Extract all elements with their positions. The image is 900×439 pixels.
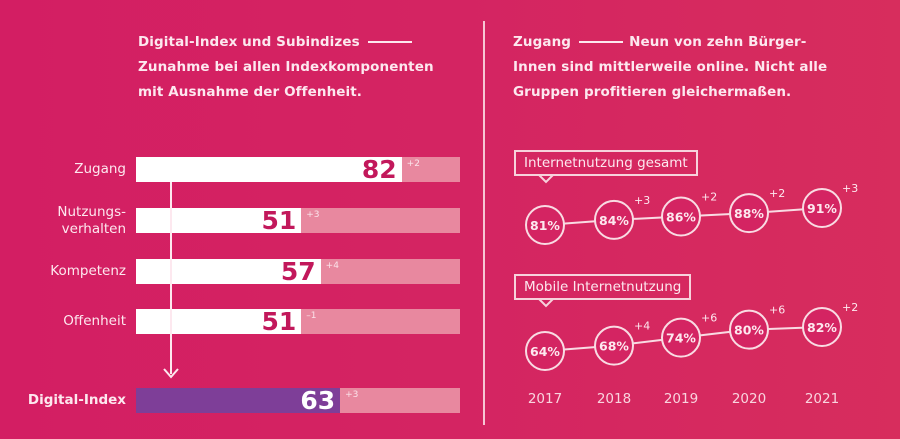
bar-label: Digital-Index <box>28 392 126 409</box>
data-point <box>661 317 701 358</box>
right-heading-line3: Gruppen profitieren gleichermaßen. <box>513 84 792 100</box>
panel-divider <box>483 21 485 425</box>
change-label: +6 <box>701 312 717 325</box>
bar-change-label: +2 <box>406 159 420 169</box>
series-callout: Internetnutzung gesamt <box>514 150 698 176</box>
callout-pointer <box>538 298 554 308</box>
year-tick-label: 2020 <box>731 391 767 407</box>
left-heading: Digital-Index und Subindizes Zunahme bei… <box>138 30 458 105</box>
bar-label: Nutzungs-verhalten <box>57 204 126 238</box>
change-label: +6 <box>769 304 785 317</box>
data-point <box>594 325 634 366</box>
bar-fill <box>136 309 302 334</box>
bar-change-label: +4 <box>325 261 339 271</box>
data-point <box>729 193 769 234</box>
bar-label-line: Kompetenz <box>50 263 126 279</box>
data-point <box>802 188 842 228</box>
year-tick-label: 2017 <box>527 391 563 407</box>
bar-value-label: 51 <box>261 307 297 336</box>
bar-label-line: verhalten <box>61 220 126 237</box>
data-point-label: 82% <box>807 320 837 335</box>
left-heading-title: Digital-Index und Subindizes <box>138 34 360 50</box>
data-point <box>802 307 842 347</box>
bar-fill <box>136 208 302 233</box>
bar-fill <box>136 259 321 284</box>
bar-value-label: 57 <box>280 257 316 286</box>
right-heading-title: Zugang <box>513 34 572 50</box>
bar-label: Zugang <box>74 161 126 178</box>
year-tick-label: 2021 <box>804 391 840 407</box>
year-tick-label: 2019 <box>663 391 699 407</box>
bar-change-label: –1 <box>306 311 317 321</box>
data-point-label: 86% <box>666 210 696 225</box>
data-point-label: 81% <box>530 218 560 233</box>
change-label: +3 <box>634 194 650 207</box>
heading-dash <box>579 41 624 43</box>
change-label: +2 <box>842 301 858 314</box>
bar-label-line: Digital-Index <box>27 392 126 408</box>
data-point-label: 91% <box>807 201 837 216</box>
heading-dash <box>367 41 412 43</box>
bar-track: 82 +2 <box>136 155 460 184</box>
series-callout: Mobile Internetnutzung <box>514 274 692 300</box>
bar-label-line: Zugang <box>74 161 126 177</box>
change-label: +2 <box>701 191 717 204</box>
data-point <box>594 199 634 240</box>
bar-track: 51 –1 <box>136 307 460 336</box>
callout-pointer <box>538 174 554 184</box>
bar-value-label: 82 <box>361 155 397 184</box>
bar-track: 63 +3 <box>136 386 460 415</box>
bar-label-line: Nutzungs- <box>57 203 126 220</box>
left-heading-line2: Zunahme bei allen Indexkomponenten <box>138 59 434 75</box>
data-point <box>729 309 769 350</box>
flow-connector-line <box>170 182 172 374</box>
data-point-label: 80% <box>734 323 764 338</box>
bar-fill <box>136 157 402 182</box>
change-label: +2 <box>769 187 785 200</box>
bar-label: Kompetenz <box>50 263 126 280</box>
bar-value-label: 63 <box>300 386 336 415</box>
bar-label-line: Offenheit <box>63 313 126 329</box>
bar-change-label: +3 <box>306 210 320 220</box>
data-point-label: 68% <box>599 339 629 354</box>
change-label: +4 <box>634 320 650 333</box>
bar-fill <box>136 388 341 413</box>
year-tick-label: 2018 <box>596 391 632 407</box>
left-heading-line3: mit Ausnahme der Offenheit. <box>138 84 363 100</box>
data-point <box>525 205 565 245</box>
data-point <box>661 196 701 237</box>
right-heading: Zugang Neun von zehn Bürger- Innen sind m… <box>513 30 873 105</box>
data-point <box>525 331 565 371</box>
data-point-label: 64% <box>530 344 560 359</box>
bar-value-label: 51 <box>261 206 297 235</box>
change-label: +3 <box>842 182 858 195</box>
bar-change-label: +3 <box>345 390 359 400</box>
right-heading-line1: Neun von zehn Bürger- <box>629 34 807 50</box>
data-point-label: 84% <box>599 213 629 228</box>
bar-label: Offenheit <box>63 313 126 330</box>
right-heading-line2: Innen sind mittlerweile online. Nicht al… <box>513 59 828 75</box>
arrow-down-icon <box>163 368 179 379</box>
bar-track: 51 +3 <box>136 206 460 235</box>
bar-track: 57 +4 <box>136 257 460 286</box>
data-point-label: 74% <box>666 331 696 346</box>
data-point-label: 88% <box>734 206 764 221</box>
